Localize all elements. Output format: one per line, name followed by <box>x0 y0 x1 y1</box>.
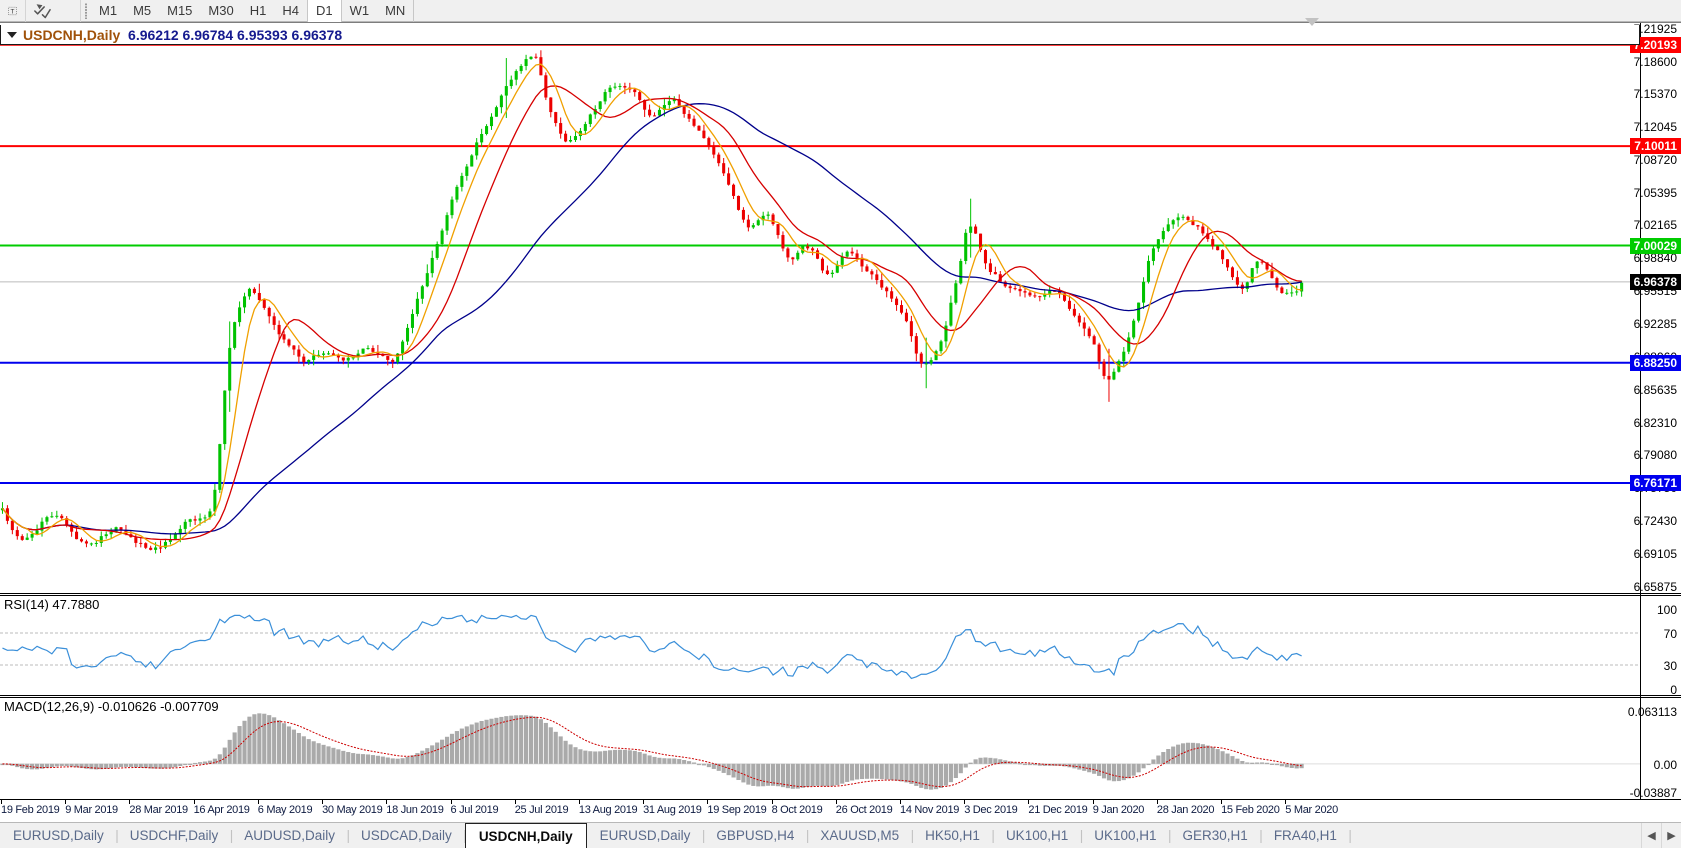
svg-text:T: T <box>11 8 15 15</box>
